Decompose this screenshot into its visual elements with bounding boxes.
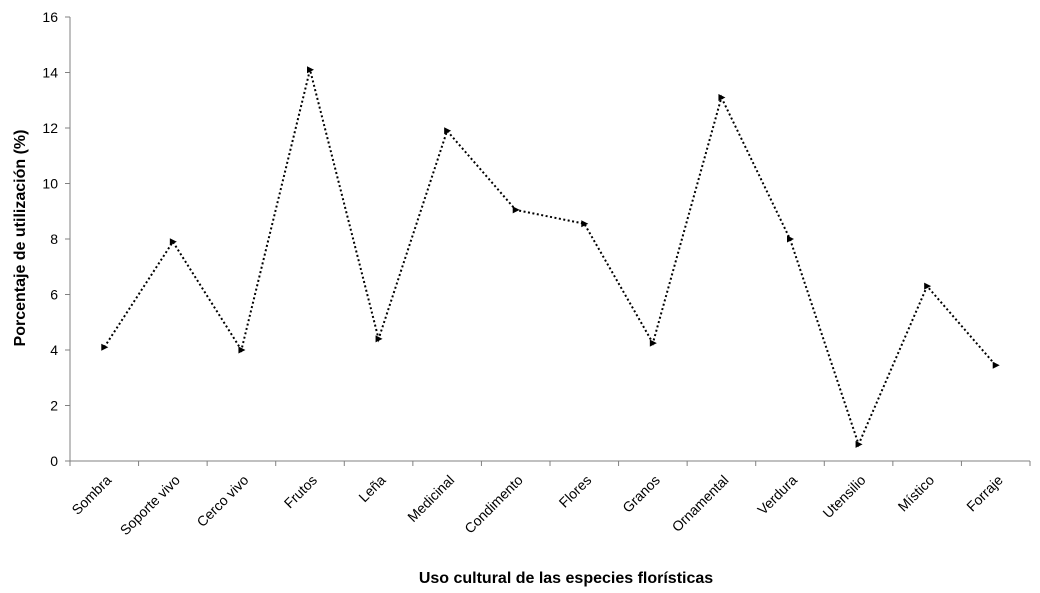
data-point (444, 127, 452, 135)
x-tick-label: Forraje (963, 472, 1006, 515)
x-tick-label: Medicinal (404, 472, 457, 525)
data-point (992, 361, 1000, 369)
data-point (581, 220, 589, 228)
data-point (649, 339, 657, 347)
series-line (103, 69, 997, 448)
x-tick-label: Cerco vivo (193, 472, 251, 530)
y-axis-title: Porcentaje de utilización (%) (12, 130, 29, 347)
y-tick-label: 4 (50, 342, 58, 358)
x-tick-label: Soporte vivo (117, 472, 183, 538)
y-tick-label: 12 (42, 120, 58, 136)
series (101, 66, 1000, 448)
x-tick-label: Flores (556, 472, 595, 511)
data-point (307, 66, 314, 74)
y-tick-label: 10 (42, 176, 58, 192)
x-axis: Sombra Soporte vivo Cerco vivo Frutos Leña Me… (68, 460, 1031, 538)
y-tick-label: 6 (50, 287, 58, 303)
data-point (101, 343, 109, 351)
x-axis-title: Uso cultural de las especies florísticas (419, 570, 713, 587)
y-tick-label: 16 (42, 9, 58, 25)
x-tick-label: Frutos (281, 472, 320, 511)
data-point (169, 238, 177, 246)
x-tick-label: Sombra (68, 472, 114, 518)
x-tick-label: Místico (895, 472, 938, 515)
y-axis: 0 2 4 6 8 10 12 14 16 (42, 9, 71, 469)
x-tick-label: Granos (619, 472, 663, 516)
data-point (718, 93, 726, 101)
y-tick-label: 8 (50, 231, 58, 247)
data-point (238, 346, 246, 354)
x-tick-label: Utensilio (819, 472, 868, 521)
y-tick-label: 0 (50, 453, 58, 469)
data-point (855, 440, 863, 448)
data-point (787, 235, 794, 243)
y-tick-label: 14 (42, 65, 58, 81)
data-point (924, 282, 932, 290)
data-point (512, 206, 520, 214)
x-tick-label: Ornamental (669, 472, 732, 535)
data-point (375, 335, 383, 343)
x-tick-label: Verdura (754, 472, 800, 518)
x-tick-label: Leña (355, 472, 388, 505)
y-tick-label: 2 (50, 398, 58, 414)
x-tick-label: Condimento (461, 472, 526, 537)
